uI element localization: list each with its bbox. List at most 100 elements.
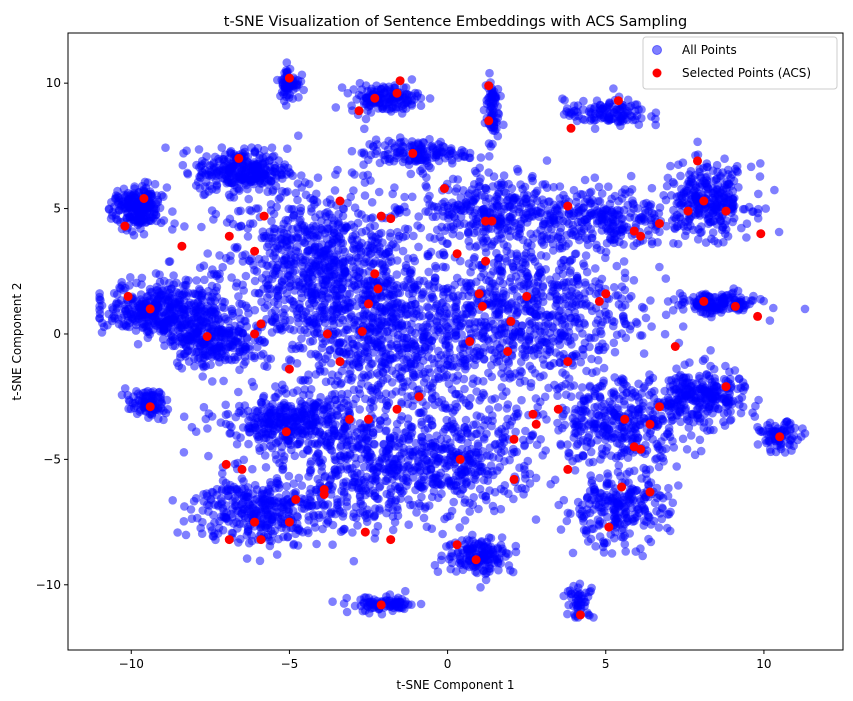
all-point xyxy=(525,317,534,326)
all-point xyxy=(215,251,224,260)
all-point xyxy=(273,293,282,303)
all-point xyxy=(588,229,597,238)
chart-title: t-SNE Visualization of Sentence Embeddin… xyxy=(224,14,687,30)
all-point xyxy=(610,508,619,517)
all-point xyxy=(233,242,242,252)
all-point xyxy=(590,173,600,182)
all-point xyxy=(437,551,446,561)
all-point xyxy=(637,389,646,398)
all-point xyxy=(479,555,489,564)
all-point xyxy=(404,289,414,299)
all-point xyxy=(314,361,324,370)
all-point xyxy=(612,230,622,239)
all-point xyxy=(361,226,371,236)
all-point xyxy=(443,239,452,248)
all-point xyxy=(359,309,368,319)
all-point xyxy=(502,328,511,338)
all-point xyxy=(607,194,616,204)
all-point xyxy=(502,548,511,558)
all-point xyxy=(540,392,550,402)
all-point xyxy=(502,196,512,206)
all-point xyxy=(630,433,640,443)
all-point xyxy=(445,403,455,413)
all-point xyxy=(533,402,542,412)
all-point xyxy=(554,232,563,241)
all-point xyxy=(606,530,615,539)
all-point xyxy=(266,354,276,364)
all-point xyxy=(607,316,617,326)
all-point xyxy=(260,303,270,313)
all-point xyxy=(389,603,398,613)
all-point xyxy=(250,276,260,286)
all-point xyxy=(566,266,575,275)
all-point xyxy=(585,499,594,509)
all-point xyxy=(682,412,692,421)
all-point xyxy=(555,182,565,191)
all-point xyxy=(753,440,763,449)
all-point xyxy=(537,232,547,241)
all-point xyxy=(342,607,352,617)
all-point xyxy=(604,425,614,434)
all-point xyxy=(609,338,619,348)
all-point xyxy=(410,372,420,382)
all-point xyxy=(487,372,497,382)
all-point xyxy=(425,191,434,201)
all-point xyxy=(632,319,642,328)
all-point xyxy=(490,506,499,516)
all-point xyxy=(238,280,247,290)
all-point xyxy=(431,261,440,271)
all-point xyxy=(592,424,602,433)
all-point xyxy=(409,359,419,368)
all-point xyxy=(669,179,679,188)
all-point xyxy=(448,552,457,561)
all-point xyxy=(597,215,607,225)
all-point xyxy=(652,506,661,516)
all-point xyxy=(390,299,399,309)
all-point xyxy=(700,354,710,364)
all-point xyxy=(568,548,578,558)
all-point xyxy=(591,542,600,551)
all-point xyxy=(446,564,456,574)
all-point xyxy=(587,306,597,316)
all-point xyxy=(596,381,605,391)
all-point xyxy=(494,356,504,366)
all-point xyxy=(652,439,661,449)
all-point xyxy=(366,335,376,345)
all-point xyxy=(311,261,321,271)
all-point xyxy=(468,211,478,221)
all-point xyxy=(693,137,702,147)
all-point xyxy=(379,358,388,368)
all-point xyxy=(349,223,359,232)
all-point xyxy=(586,439,596,448)
all-point xyxy=(269,224,279,233)
all-point xyxy=(319,300,329,310)
all-point xyxy=(506,273,516,283)
all-point xyxy=(568,456,577,466)
all-point xyxy=(333,328,343,338)
all-point xyxy=(642,517,651,526)
all-point xyxy=(538,451,547,460)
all-point xyxy=(439,250,449,260)
all-point xyxy=(241,301,251,311)
all-point xyxy=(448,373,458,382)
all-point xyxy=(431,273,440,283)
all-point xyxy=(271,254,281,263)
all-point xyxy=(360,178,370,187)
all-point xyxy=(621,547,630,556)
all-point xyxy=(221,253,231,263)
all-point xyxy=(619,433,628,443)
all-point xyxy=(675,289,685,298)
all-point xyxy=(586,534,596,544)
all-point xyxy=(736,383,746,393)
all-point xyxy=(619,396,629,406)
all-point xyxy=(660,329,670,339)
all-point xyxy=(666,161,675,171)
all-point xyxy=(576,427,585,436)
all-point xyxy=(367,383,377,393)
all-point xyxy=(542,415,551,424)
all-point xyxy=(366,249,376,258)
all-point xyxy=(682,445,692,454)
all-point xyxy=(300,325,309,335)
all-point xyxy=(618,384,628,394)
all-point xyxy=(485,451,494,460)
